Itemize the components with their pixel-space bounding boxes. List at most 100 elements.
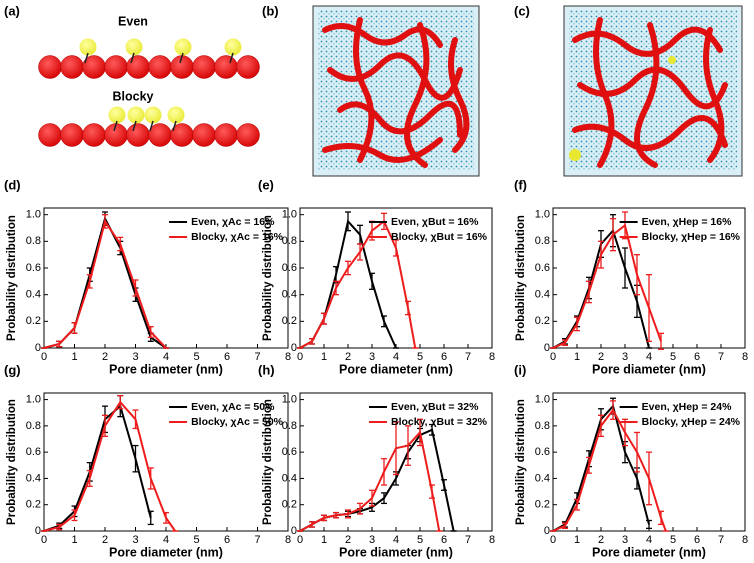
monomer — [236, 55, 260, 79]
y-tick-label: 0.6 — [26, 262, 41, 274]
plot-frame — [299, 392, 493, 532]
y-axis-label: Probability distribution — [515, 215, 527, 341]
y-tick-label: 0.8 — [535, 235, 550, 247]
panel-label: (b) — [262, 3, 279, 18]
error-bar — [598, 414, 604, 438]
monomer — [214, 55, 238, 79]
error-bar — [646, 519, 652, 530]
x-axis-label: Pore diameter (nm) — [592, 362, 706, 376]
x-tick-label: 7 — [254, 534, 260, 546]
error-bar — [369, 272, 375, 290]
monomer — [236, 123, 260, 147]
y-tick-label: 0.4 — [535, 289, 550, 301]
y-tick-label: 0.4 — [282, 472, 297, 484]
monomer — [104, 123, 128, 147]
x-tick-label: 5 — [670, 351, 676, 363]
legend-label: Blocky, χAc = 50% — [191, 416, 284, 428]
plot-frame — [43, 207, 289, 349]
y-tick-label: 0 — [291, 525, 297, 537]
x-tick-label: 4 — [646, 534, 652, 546]
x-tick-label: 7 — [254, 351, 260, 363]
y-tick-label: 1.0 — [26, 393, 41, 405]
x-tick-label: 4 — [163, 351, 169, 363]
y-axis-label: Probability distribution — [6, 215, 18, 341]
x-tick-label: 2 — [598, 534, 604, 546]
monomer — [82, 123, 106, 147]
x-tick-label: 0 — [41, 534, 47, 546]
monomer — [60, 55, 84, 79]
plot-frame — [43, 392, 289, 532]
error-bar — [405, 300, 411, 316]
y-tick-label: 0.6 — [535, 262, 550, 274]
x-axis-label: Pore diameter (nm) — [592, 545, 706, 559]
error-bar — [147, 326, 154, 338]
x-tick-label: 8 — [285, 351, 291, 363]
y-tick-label: 1.0 — [282, 209, 297, 221]
error-bar — [622, 211, 628, 240]
error-bar — [393, 239, 399, 257]
monomer — [38, 55, 62, 79]
x-tick-label: 2 — [345, 534, 351, 546]
error-bar — [309, 521, 315, 528]
polymer-chains — [38, 38, 260, 147]
y-tick-label: 0.8 — [26, 420, 41, 432]
x-tick-label: 0 — [297, 534, 303, 546]
monomer — [126, 123, 150, 147]
bond — [132, 120, 137, 132]
y-tick-label: 0 — [544, 342, 550, 354]
error-bar — [117, 236, 124, 252]
y-tick-label: 1.0 — [535, 209, 550, 221]
chain-label: Even — [118, 14, 148, 28]
x-tick-label: 1 — [321, 534, 327, 546]
y-tick-label: 0.4 — [282, 289, 297, 301]
x-axis-label: Pore diameter (nm) — [109, 545, 223, 559]
plot-frame — [552, 392, 746, 532]
x-tick-label: 3 — [369, 351, 375, 363]
y-tick-label: 0 — [35, 342, 41, 354]
error-bar — [610, 400, 616, 420]
error-bar — [405, 425, 411, 466]
side-group — [224, 38, 242, 56]
bond — [172, 120, 177, 132]
y-tick-label: 1.0 — [26, 209, 41, 221]
error-bar — [132, 409, 139, 430]
error-bar — [117, 394, 124, 410]
x-axis-label: Pore diameter (nm) — [109, 362, 223, 376]
y-tick-label: 0.8 — [282, 420, 297, 432]
error-bar — [381, 492, 387, 505]
error-bar — [86, 469, 93, 487]
error-bar — [369, 489, 375, 507]
legend-label: Blocky, χBut = 16% — [391, 231, 488, 243]
side-group — [144, 106, 162, 124]
error-bar — [321, 514, 327, 522]
x-tick-label: 1 — [574, 351, 580, 363]
side-group — [174, 38, 192, 56]
y-tick-label: 0.2 — [282, 315, 297, 327]
error-bar — [132, 444, 139, 473]
error-bar — [646, 274, 652, 342]
legend-label: Even, χAc = 16% — [191, 216, 275, 228]
x-tick-label: 4 — [163, 534, 169, 546]
side-group — [167, 106, 185, 124]
error-bar — [646, 451, 652, 506]
y-tick-label: 0 — [35, 525, 41, 537]
error-bar — [429, 484, 435, 499]
x-tick-label: 6 — [694, 351, 700, 363]
y-axis-label: Probability distribution — [515, 399, 527, 525]
y-tick-label: 0 — [291, 342, 297, 354]
x-tick-label: 1 — [321, 351, 327, 363]
x-tick-label: 8 — [285, 534, 291, 546]
error-bar — [163, 511, 169, 524]
monomer — [104, 55, 128, 79]
error-bar — [393, 421, 399, 476]
x-tick-label: 3 — [622, 534, 628, 546]
error-bar — [71, 509, 78, 522]
legend-label: Blocky, χBut = 32% — [391, 416, 488, 428]
side-group — [127, 106, 145, 124]
monomer — [170, 55, 194, 79]
error-bar — [441, 479, 447, 491]
y-tick-label: 0.8 — [282, 235, 297, 247]
panel-label: (d) — [4, 177, 21, 192]
chain-label: Blocky — [113, 89, 154, 103]
error-bar — [574, 316, 580, 332]
